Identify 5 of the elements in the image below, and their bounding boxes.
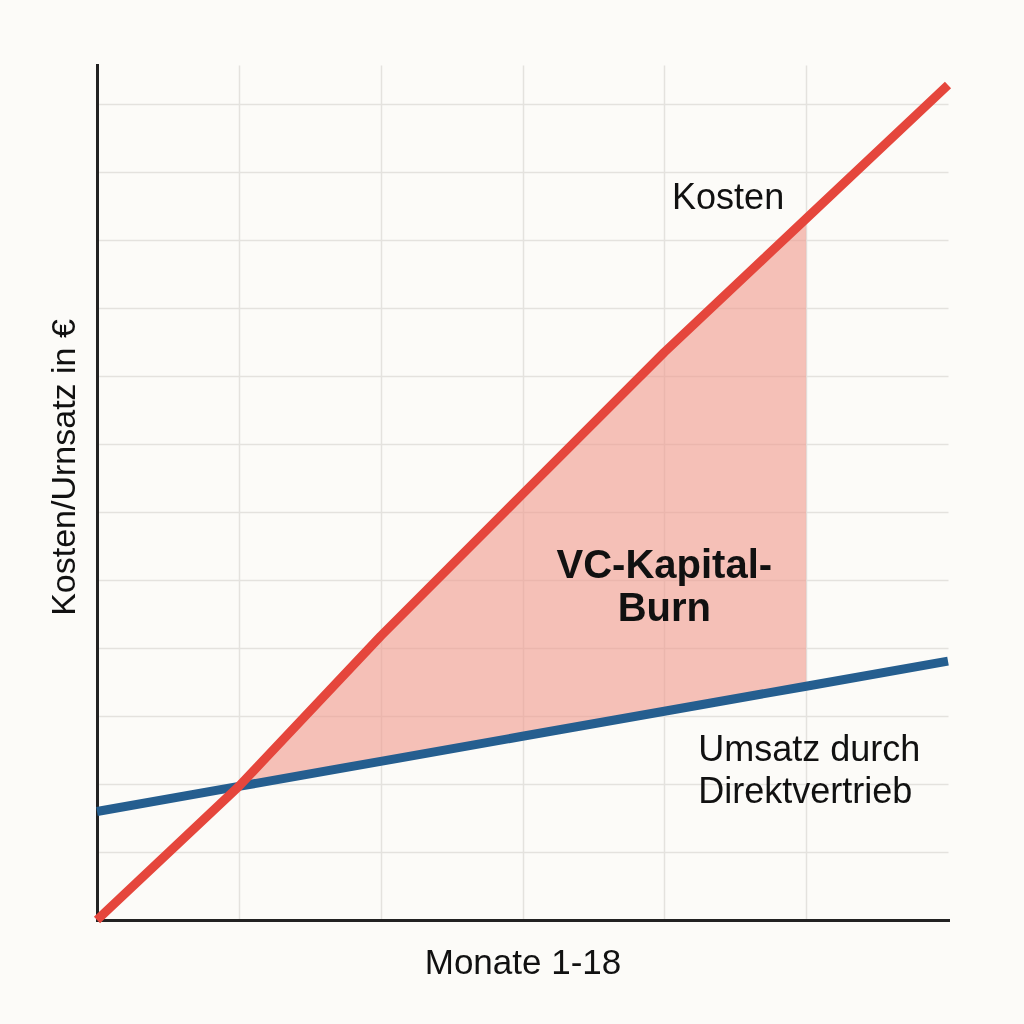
series-label: VC-Kapital-Burn — [556, 541, 773, 629]
y-axis-title: Kosten/Urnsatz in € — [43, 319, 82, 616]
series-label: Umsatz durch Direktvertrieb — [698, 728, 921, 812]
x-axis-title: Monate 1-18 — [424, 941, 622, 981]
series-label: Kosten — [672, 175, 785, 217]
